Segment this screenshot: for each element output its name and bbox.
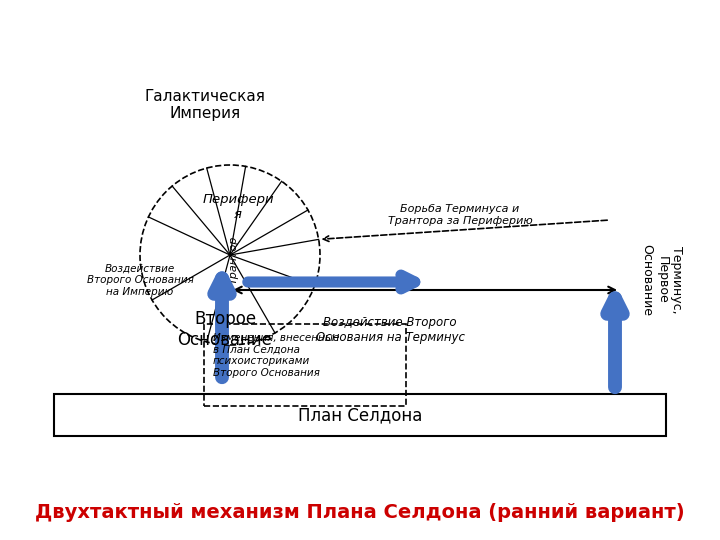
Text: Борьба Терминуса и
Трантора за Периферию: Борьба Терминуса и Трантора за Периферию	[387, 204, 532, 226]
Text: Двухтактный механизм Плана Селдона (ранний вариант): Двухтактный механизм Плана Селдона (ранн…	[35, 503, 685, 522]
Text: Трантор: Трантор	[229, 236, 239, 284]
Text: Второе
Основание: Второе Основание	[178, 310, 272, 349]
Text: Воздействие
Второго Основания
на Империю: Воздействие Второго Основания на Империю	[86, 264, 194, 296]
Text: План Селдона: План Селдона	[298, 406, 422, 424]
Text: Изменения, внесенные
в План Селдона
психоисториками
Второго Основания: Изменения, внесенные в План Селдона псих…	[213, 333, 339, 378]
Text: Терминус,
Первое
Основание: Терминус, Первое Основание	[641, 244, 683, 316]
Text: Воздействие Второго
Основания на Терминус: Воздействие Второго Основания на Термину…	[315, 316, 464, 344]
Text: Галактическая
Империя: Галактическая Империя	[145, 89, 266, 121]
Text: Перифери
я: Перифери я	[202, 193, 274, 221]
